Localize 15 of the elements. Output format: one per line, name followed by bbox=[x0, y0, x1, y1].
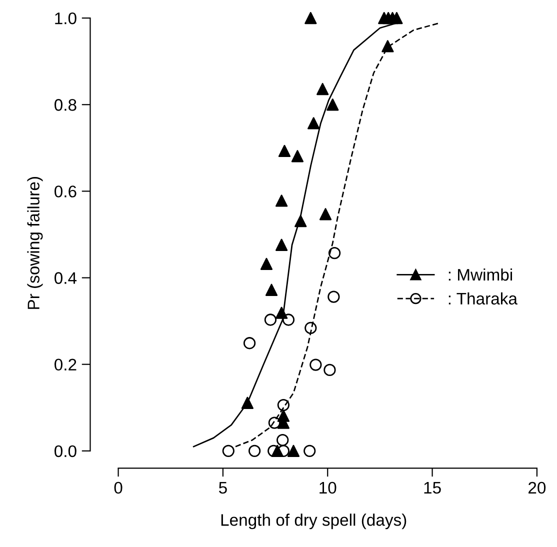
y-tick-label: 0.0 bbox=[54, 445, 76, 458]
legend-label: : Tharaka bbox=[448, 292, 518, 305]
x-tick-label: 0 bbox=[114, 482, 122, 494]
y-tick-label: 0.4 bbox=[54, 272, 77, 284]
x-tick-label: 10 bbox=[320, 482, 336, 494]
y-tick-label: 1.0 bbox=[55, 12, 76, 24]
x-tick-label: 15 bbox=[424, 482, 441, 494]
y-tick-label: 0.2 bbox=[54, 358, 76, 371]
x-tick-label: 20 bbox=[528, 482, 546, 494]
y-tick-label: 0.8 bbox=[54, 99, 76, 111]
x-tick-label: 5 bbox=[218, 482, 227, 494]
x-axis-title: Length of dry spell (days) bbox=[221, 514, 406, 530]
legend-label: : Mwimbi bbox=[448, 268, 512, 281]
y-tick-label: 0.6 bbox=[54, 186, 76, 198]
y-axis-title: Pr (sowing failure) bbox=[27, 177, 43, 309]
